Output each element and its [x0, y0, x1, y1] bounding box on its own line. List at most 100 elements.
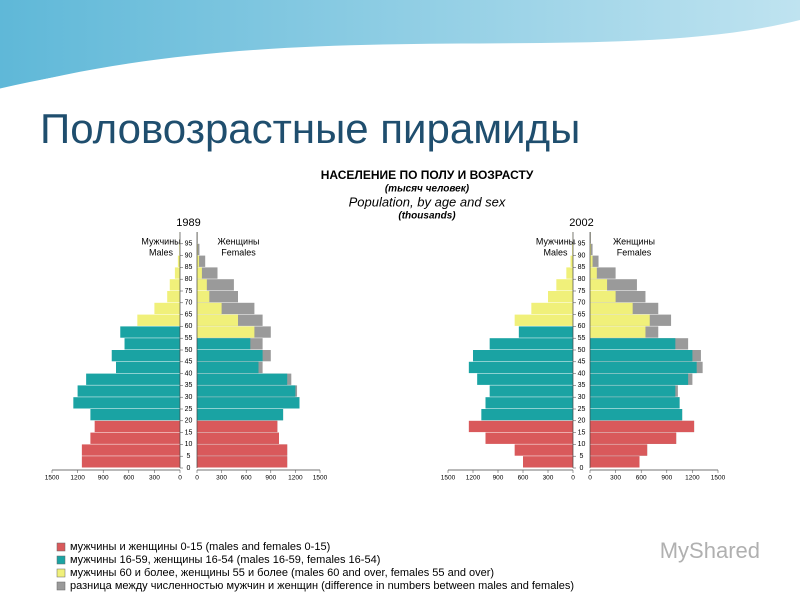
female-bar-common — [197, 444, 287, 455]
x-tick-label: 1500 — [441, 475, 456, 482]
y-tick-label: 50 — [185, 347, 193, 354]
y-tick-label: 5 — [187, 453, 191, 460]
female-bar-common — [590, 421, 694, 432]
axis-label: Женщины — [217, 236, 259, 246]
male-bar — [170, 279, 180, 290]
y-tick-label: 60 — [185, 323, 193, 330]
male-bar — [112, 350, 180, 361]
y-tick-label: 30 — [578, 394, 586, 401]
x-tick-label: 1200 — [288, 475, 303, 482]
male-bar — [469, 362, 573, 373]
y-tick-label: 5 — [580, 453, 584, 460]
y-tick-label: 0 — [580, 465, 584, 472]
legend-label: мужчины и женщины 0-15 (males and female… — [70, 541, 330, 553]
male-bar — [486, 433, 574, 444]
male-bar — [167, 291, 180, 302]
female-bar-common — [197, 362, 259, 373]
y-tick-label: 15 — [185, 429, 193, 436]
x-tick-label: 600 — [636, 475, 647, 482]
male-bar — [490, 338, 573, 349]
x-tick-label: 0 — [178, 475, 182, 482]
male-bar — [548, 291, 573, 302]
y-tick-label: 35 — [578, 382, 586, 389]
male-bar — [477, 374, 573, 385]
x-tick-label: 900 — [661, 475, 672, 482]
axis-label: Males — [543, 247, 568, 257]
male-bar — [116, 362, 180, 373]
female-bar-common — [590, 256, 593, 267]
y-tick-label: 10 — [578, 441, 586, 448]
male-bar — [566, 267, 573, 278]
year-label: 1989 — [176, 217, 200, 229]
watermark: MyShared — [660, 538, 760, 563]
male-bar — [481, 409, 573, 420]
male-bar — [519, 326, 573, 337]
y-tick-label: 80 — [578, 276, 586, 283]
female-bar-common — [197, 433, 279, 444]
legend-swatch — [57, 582, 65, 590]
y-tick-label: 25 — [185, 406, 193, 413]
female-bar-common — [590, 433, 676, 444]
female-bar-common — [590, 444, 647, 455]
y-tick-label: 45 — [185, 359, 193, 366]
female-bar-common — [197, 385, 295, 396]
male-bar — [469, 421, 573, 432]
legend-swatch — [57, 543, 65, 551]
male-bar — [531, 303, 573, 314]
female-bar-common — [590, 409, 682, 420]
y-tick-label: 20 — [578, 418, 586, 425]
year-label: 2002 — [569, 217, 593, 229]
y-tick-label: 45 — [578, 359, 586, 366]
y-tick-label: 65 — [578, 311, 586, 318]
x-tick-label: 0 — [571, 475, 575, 482]
x-tick-label: 600 — [241, 475, 252, 482]
male-bar — [90, 433, 180, 444]
legend-swatch — [57, 569, 65, 577]
axis-label: Мужчины — [536, 236, 575, 246]
y-tick-label: 85 — [185, 264, 193, 271]
y-tick-label: 0 — [187, 465, 191, 472]
legend-label: разница между численностью мужчин и женщ… — [70, 580, 574, 592]
male-bar — [82, 444, 180, 455]
female-bar-common — [197, 409, 283, 420]
x-tick-label: 300 — [543, 475, 554, 482]
female-bar-common — [197, 279, 207, 290]
axis-label: Males — [149, 247, 174, 257]
female-bar-common — [590, 385, 675, 396]
header-line: (тысяч человек) — [385, 184, 470, 195]
axis-label: Females — [617, 247, 652, 257]
header-line: Population, by age and sex — [349, 194, 506, 209]
x-tick-label: 600 — [518, 475, 529, 482]
male-bar — [82, 456, 180, 467]
male-bar — [125, 338, 180, 349]
male-bar — [86, 374, 180, 385]
legend-label: мужчины 16-59, женщины 16-54 (males 16-5… — [70, 554, 380, 566]
y-tick-label: 10 — [185, 441, 193, 448]
female-bar-common — [197, 315, 238, 326]
female-bar-common — [197, 326, 254, 337]
male-bar — [73, 397, 180, 408]
female-bar-common — [590, 291, 616, 302]
x-tick-label: 0 — [588, 475, 592, 482]
y-tick-label: 95 — [578, 241, 586, 248]
male-bar — [490, 385, 573, 396]
y-tick-label: 70 — [185, 300, 193, 307]
y-tick-label: 80 — [185, 276, 193, 283]
x-tick-label: 1500 — [313, 475, 328, 482]
male-bar — [515, 315, 573, 326]
x-tick-label: 1500 — [45, 475, 60, 482]
female-bar-common — [197, 397, 300, 408]
male-bar — [486, 397, 574, 408]
y-tick-label: 20 — [185, 418, 193, 425]
female-bar-common — [197, 421, 277, 432]
axis-label: Мужчины — [141, 236, 180, 246]
female-bar-common — [197, 350, 263, 361]
y-tick-label: 40 — [578, 370, 586, 377]
male-bar — [515, 444, 573, 455]
y-tick-label: 70 — [578, 300, 586, 307]
female-bar-common — [590, 374, 688, 385]
y-tick-label: 35 — [185, 382, 193, 389]
x-tick-label: 900 — [265, 475, 276, 482]
female-bar-common — [197, 303, 222, 314]
